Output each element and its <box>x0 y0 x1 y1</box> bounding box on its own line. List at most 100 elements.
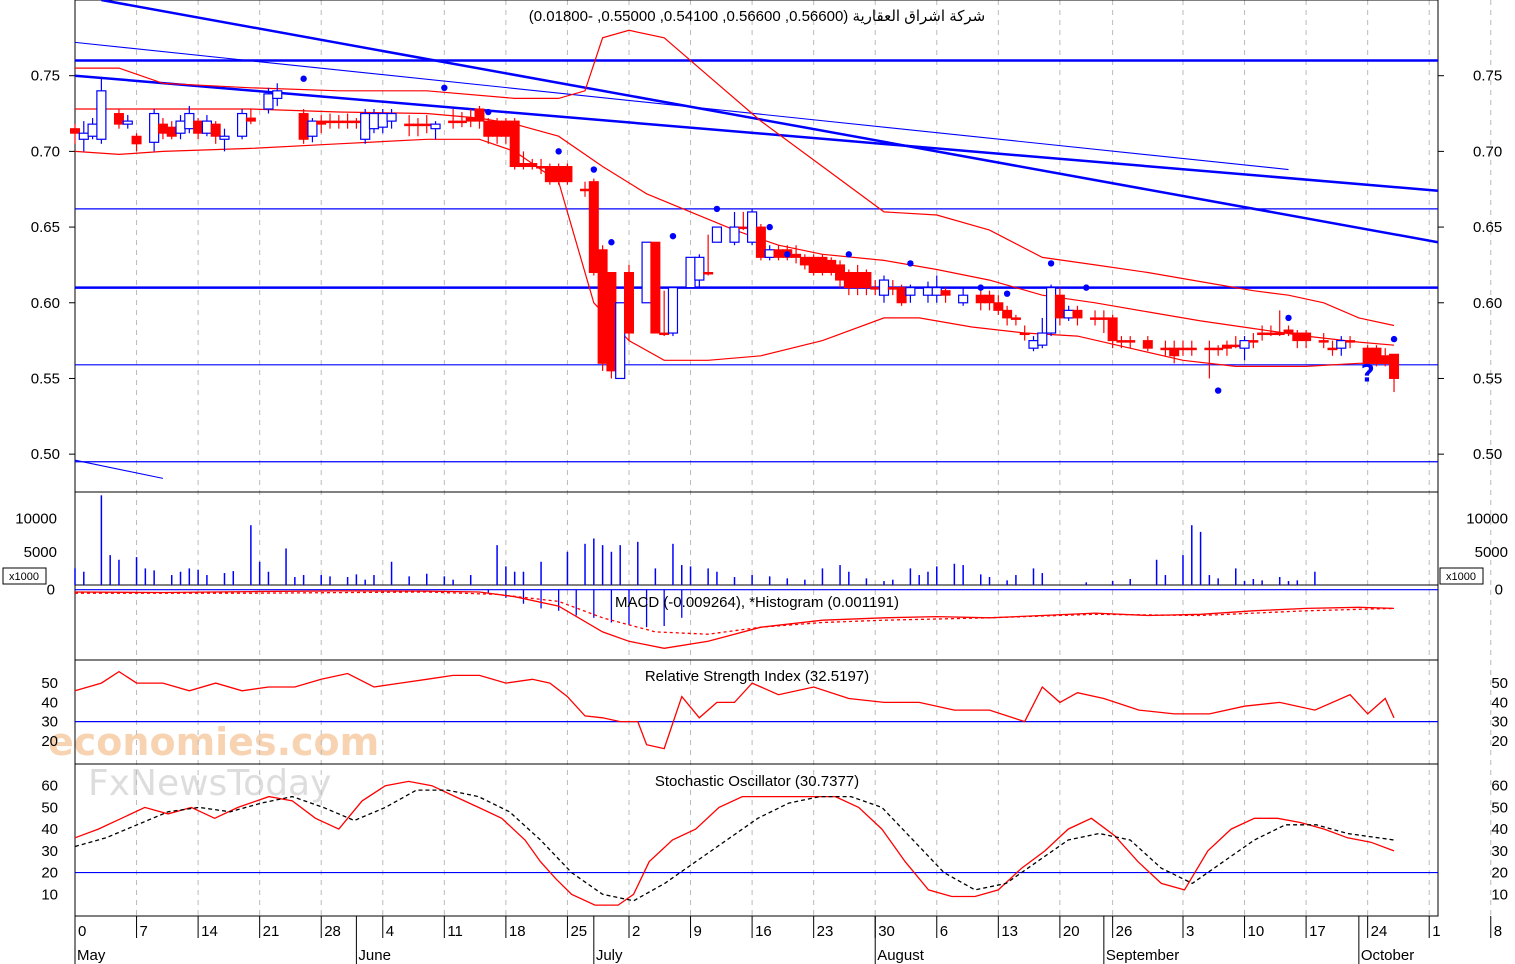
fractal-dot <box>300 75 307 82</box>
candle-body-up <box>1028 340 1039 349</box>
candle <box>703 234 714 276</box>
candle-body-down <box>606 271 617 372</box>
candle-body-up <box>78 132 89 140</box>
candle <box>263 87 274 114</box>
fractal-dot <box>784 251 791 258</box>
candle-body-up <box>430 123 441 130</box>
candle <box>1072 305 1083 326</box>
candle-body-down <box>896 287 907 304</box>
rsi-tick-label-left: 20 <box>41 733 58 750</box>
price-panel: ? <box>70 0 1439 479</box>
candle-body-up <box>747 211 758 243</box>
candle-body-up <box>236 112 248 137</box>
stochastic-tick-label-right: 10 <box>1491 886 1508 903</box>
candle <box>1054 287 1065 326</box>
candle-body-down <box>412 123 423 127</box>
candle <box>430 121 441 140</box>
candle-body-up <box>641 241 652 304</box>
candle-body-down <box>588 181 599 273</box>
fractal-dot <box>713 205 721 213</box>
candle-body-down <box>755 226 766 258</box>
candle <box>1274 310 1285 337</box>
candle <box>1019 325 1030 341</box>
candle <box>755 224 766 261</box>
price-title: شركة اشراق العقارية (0.56600, 0.56600, 0… <box>529 8 985 25</box>
candle <box>298 108 309 144</box>
candle-body-up <box>729 226 740 243</box>
candle-body-down <box>580 188 591 192</box>
x-tick-label: 0 <box>78 923 86 940</box>
candle <box>1045 284 1057 337</box>
candle <box>245 108 256 125</box>
fractal-dot <box>845 251 853 258</box>
candle-body-down <box>1019 332 1030 336</box>
candle-body-down <box>826 259 837 273</box>
candle-body-up <box>685 256 696 289</box>
candle-body-down <box>1389 353 1400 379</box>
fractal-dot <box>1214 387 1222 394</box>
candle <box>641 241 652 304</box>
bollinger-upper-line <box>75 29 1395 327</box>
candle-body-up <box>263 93 274 110</box>
candle-body-down <box>210 123 221 137</box>
candle-body-down <box>544 166 555 183</box>
x-tick-label: 14 <box>201 923 218 940</box>
candle-body-down <box>1274 332 1285 336</box>
candle <box>1345 336 1356 349</box>
candle <box>1169 340 1180 364</box>
candle <box>360 108 371 144</box>
candle <box>1248 333 1259 349</box>
price-tick-label-right: 0.70 <box>1473 143 1502 160</box>
candle-body-up <box>1239 340 1250 349</box>
rsi-tick-label-right: 50 <box>1491 675 1508 692</box>
fractal-dot <box>1083 284 1090 291</box>
trend-line <box>101 0 1439 244</box>
x-tick-label: 28 <box>324 923 341 940</box>
rsi-tick-label-right: 30 <box>1491 714 1508 731</box>
candle-body-down <box>456 120 467 124</box>
candle <box>597 245 608 371</box>
candle-body-down <box>1221 344 1232 349</box>
stochastic-tick-label-left: 40 <box>41 821 58 838</box>
candle-body-up <box>1063 309 1074 319</box>
candle-body-down <box>448 120 459 124</box>
candle-body-down <box>1177 347 1188 351</box>
candle-body-down <box>1098 317 1109 320</box>
volume-panel <box>74 495 1316 585</box>
candle-body-up <box>1336 340 1347 349</box>
candle-body-down <box>993 302 1004 311</box>
candle <box>1010 314 1021 326</box>
stochastic-tick-label-left: 50 <box>41 799 58 816</box>
candle-body-up <box>96 90 107 140</box>
candle <box>808 254 819 276</box>
fractal-dot <box>907 260 914 267</box>
x-tick-label: 20 <box>1063 923 1080 940</box>
month-label: August <box>877 947 925 964</box>
candle-body-down <box>509 120 520 168</box>
candle-body-down <box>562 166 573 183</box>
stochastic-tick-label-left: 30 <box>41 843 58 860</box>
candle-body-up <box>184 112 195 130</box>
candle <box>993 295 1004 315</box>
candle <box>474 105 485 129</box>
candle-body-down <box>703 271 714 275</box>
candle-body-down <box>940 290 951 296</box>
volume-tick-label-left: 5000 <box>24 544 57 561</box>
candle-body-up <box>1045 287 1057 334</box>
candle-body-down <box>1072 309 1083 319</box>
candle-body-up <box>878 279 890 296</box>
candle-body-down <box>131 135 142 145</box>
candle-body-down <box>623 271 634 334</box>
x-tick-label: 10 <box>1248 923 1265 940</box>
candle-body-down <box>1301 332 1312 342</box>
candle-body-up <box>307 120 318 137</box>
rsi-title: Relative Strength Index (32.5197) <box>645 668 869 685</box>
volume-tick-label-right: 5000 <box>1475 544 1508 561</box>
candle <box>826 257 837 276</box>
trend-line <box>74 41 1289 171</box>
candle-body-up <box>711 226 723 243</box>
candle-body-down <box>166 126 177 137</box>
candle-body-up <box>667 287 679 334</box>
candle-body-down <box>791 253 802 258</box>
